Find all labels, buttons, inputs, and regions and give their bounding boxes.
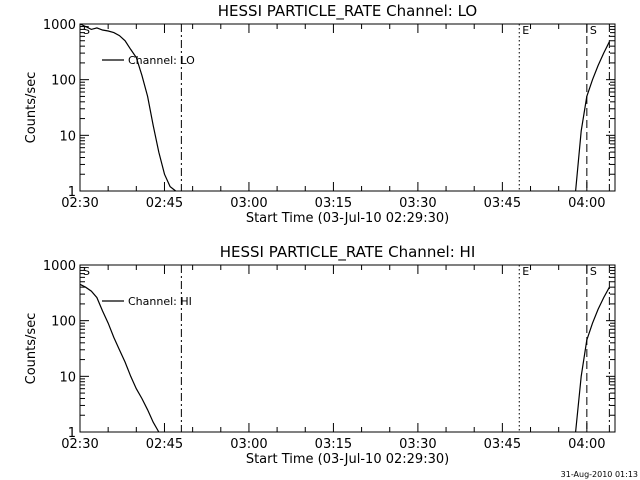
x-axis-label: Start Time (03-Jul-10 02:29:30) (246, 452, 449, 467)
plot-frame (79, 23, 616, 192)
series-line (575, 41, 610, 192)
y-tick-label: 100 (51, 74, 76, 89)
chart-title: HESSI PARTICLE_RATE Channel: HI (220, 243, 476, 262)
event-marker-label: E (522, 24, 529, 37)
x-tick-label: 02:45 (146, 437, 183, 452)
y-tick-label: 1 (68, 426, 76, 441)
y-tick-label: 10 (59, 129, 76, 144)
x-tick-label: 02:45 (146, 196, 183, 211)
plot-channel-lo: HESSI PARTICLE_RATE Channel: LO 1 10 100 100… (24, 2, 616, 226)
y-tick-label: 1 (68, 185, 76, 200)
x-tick-label: 02:30 (61, 437, 98, 452)
x-tick-label: 03:30 (399, 437, 436, 452)
event-marker-label: S (83, 265, 90, 278)
x-axis-label: Start Time (03-Jul-10 02:29:30) (246, 211, 449, 226)
y-axis-label: Counts/sec (24, 313, 39, 385)
y-axis-label: Counts/sec (24, 72, 39, 144)
y-tick-label: 10 (59, 370, 76, 385)
series-line (79, 23, 177, 192)
plot-frame (79, 264, 616, 433)
x-tick-label: 04:00 (568, 437, 605, 452)
event-marker-label: S (83, 24, 90, 37)
legend-label: Channel: HI (128, 295, 192, 308)
footer-timestamp: 31-Aug-2010 01:13 (561, 470, 638, 479)
x-tick-label: 03:30 (399, 196, 436, 211)
chart-title: HESSI PARTICLE_RATE Channel: LO (218, 2, 477, 21)
legend-label: Channel: LO (128, 54, 195, 67)
x-tick-label: 03:45 (484, 196, 521, 211)
x-tick-label: 04:00 (568, 196, 605, 211)
series-line (79, 283, 160, 433)
y-tick-label: 100 (51, 315, 76, 330)
event-marker-label: E (522, 265, 529, 278)
plot-channel-hi: HESSI PARTICLE_RATE Channel: HI 1 10 100 100… (24, 243, 616, 467)
y-tick-label: 1000 (43, 259, 76, 274)
y-tick-label: 1000 (43, 18, 76, 33)
x-tick-label: 03:00 (230, 196, 267, 211)
event-marker-label: S (590, 265, 597, 278)
x-tick-label: 03:15 (315, 437, 352, 452)
x-tick-label: 02:30 (61, 196, 98, 211)
series-line (575, 286, 610, 433)
event-marker-label: S (590, 24, 597, 37)
x-tick-label: 03:15 (315, 196, 352, 211)
x-tick-label: 03:45 (484, 437, 521, 452)
x-tick-label: 03:00 (230, 437, 267, 452)
